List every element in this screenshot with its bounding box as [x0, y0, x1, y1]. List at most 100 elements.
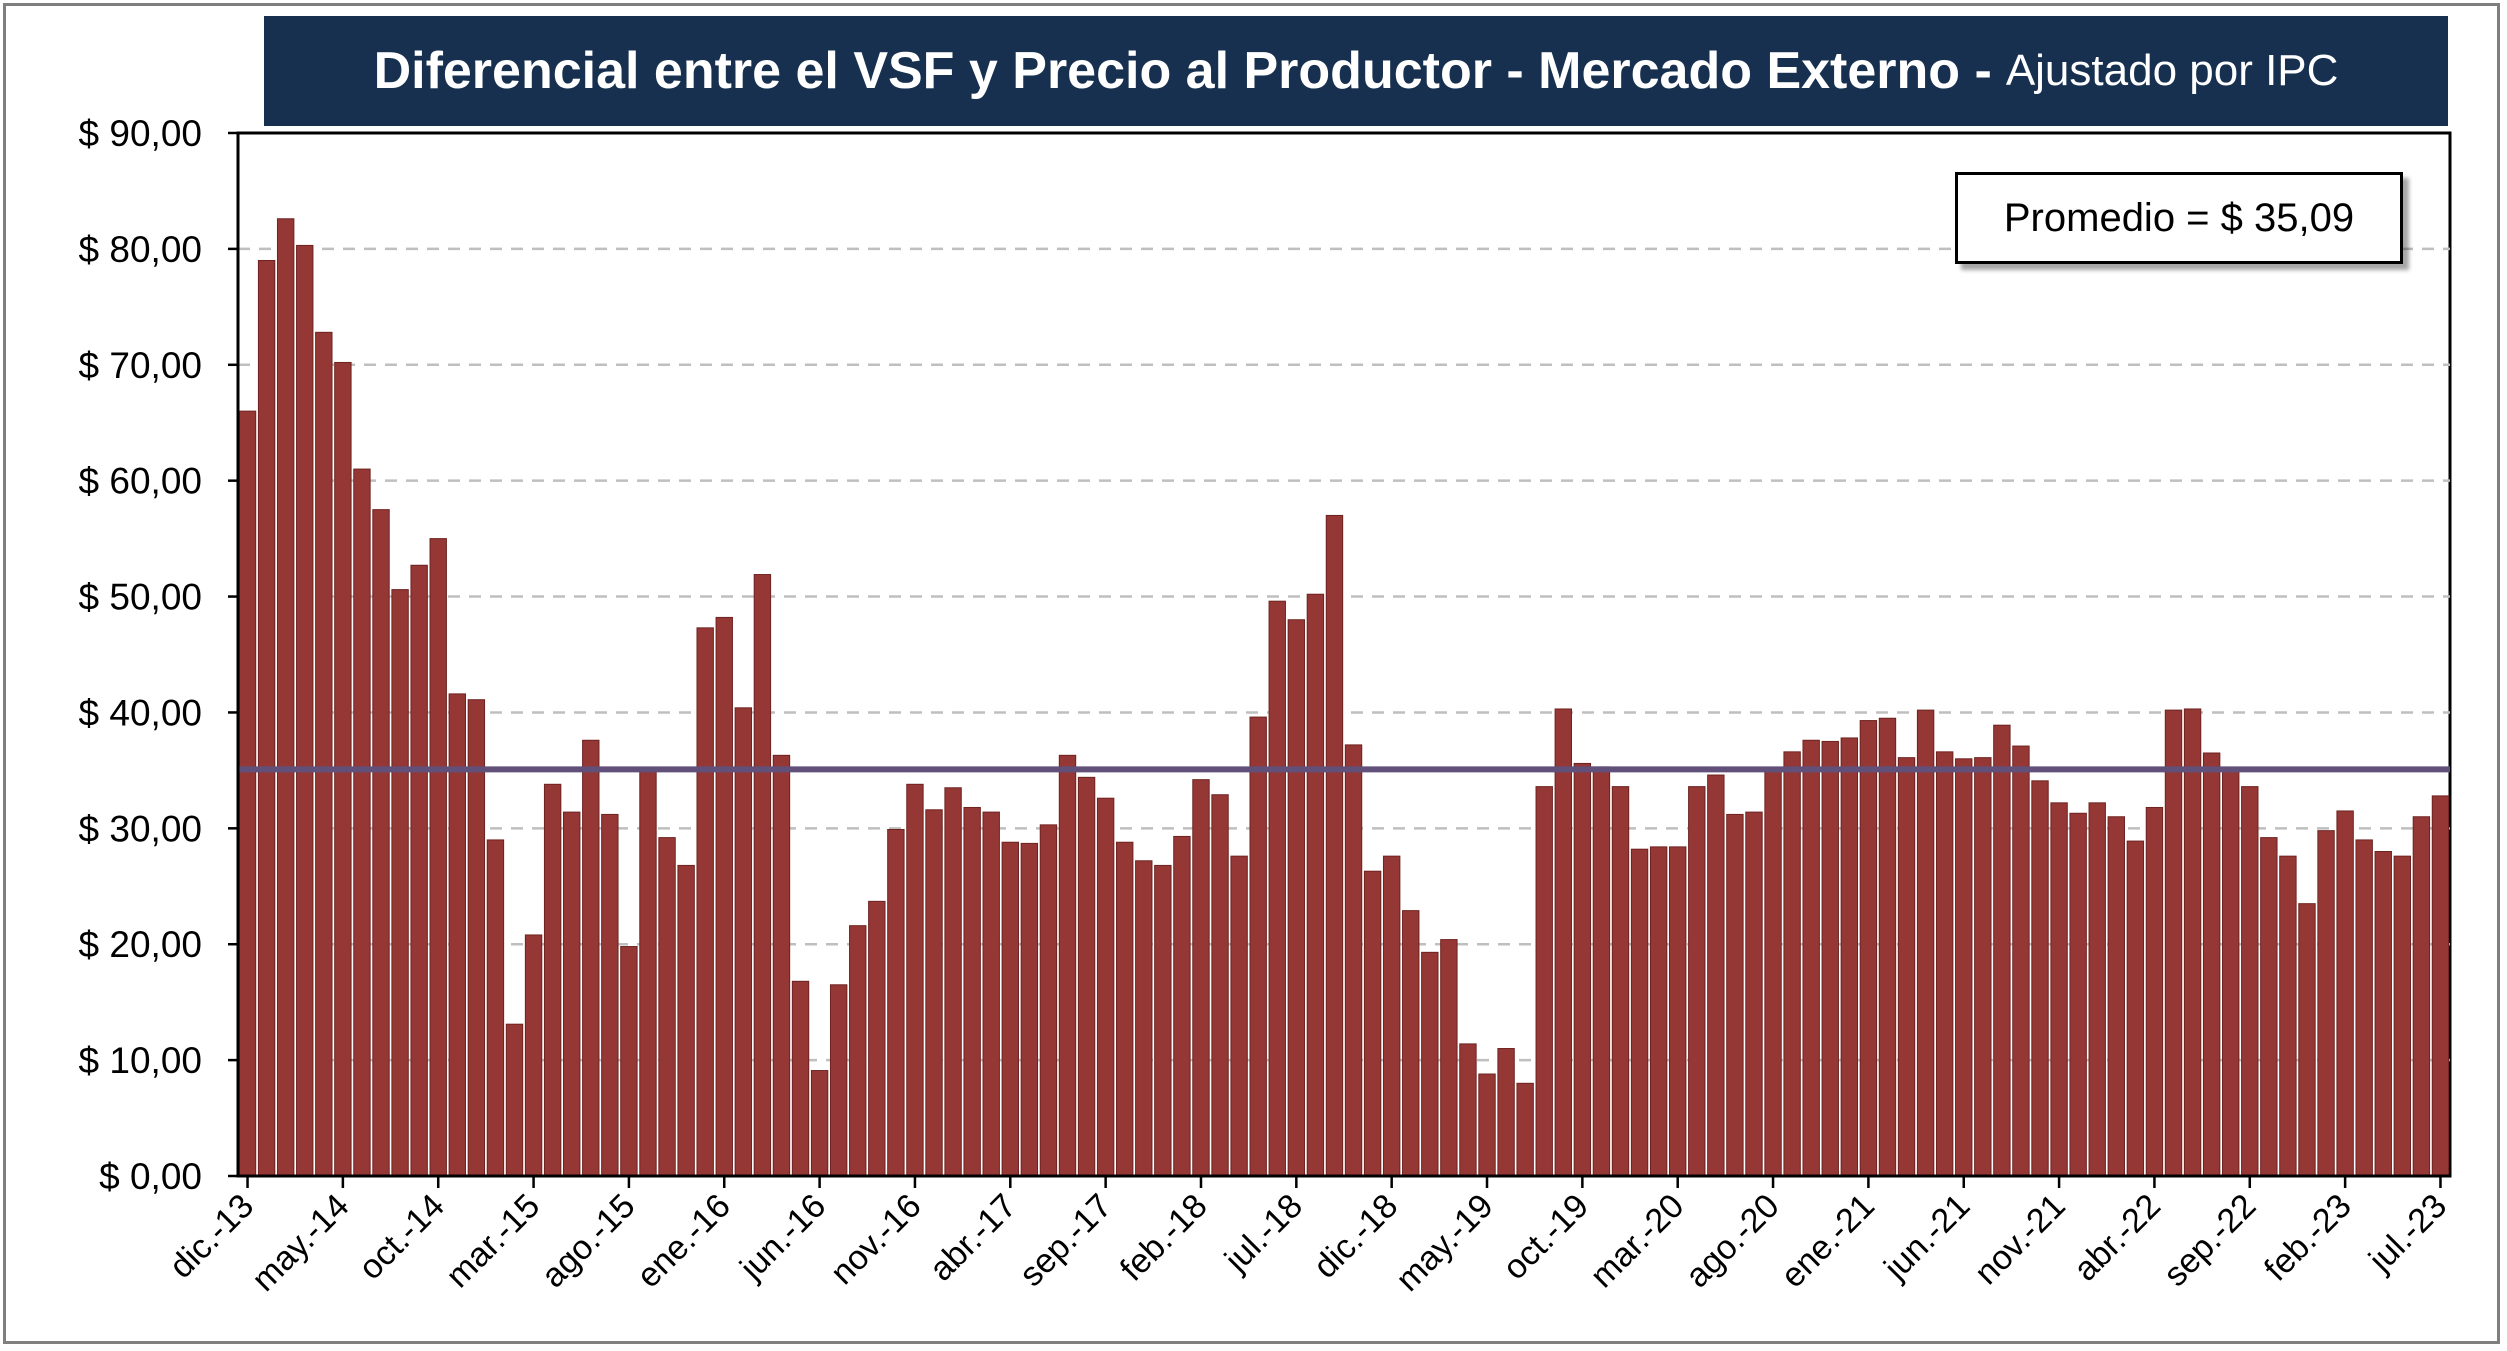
- y-tick-label: $ 70,00: [79, 345, 202, 386]
- bar: [429, 538, 447, 1177]
- bar: [1974, 757, 1992, 1177]
- bar: [276, 218, 295, 1177]
- bar: [849, 925, 867, 1177]
- bar: [2202, 752, 2221, 1177]
- bar: [1249, 716, 1267, 1177]
- bar: [2145, 806, 2164, 1177]
- bar: [296, 244, 314, 1177]
- bar: [2279, 855, 2297, 1177]
- y-tick-label: $ 90,00: [79, 113, 202, 154]
- bar: [2412, 816, 2431, 1177]
- bar: [1630, 848, 1649, 1177]
- bar: [2241, 786, 2259, 1177]
- bar: [2107, 816, 2125, 1177]
- x-tick-label: mar.-20: [1583, 1187, 1691, 1295]
- x-tick-label: jun.-16: [732, 1187, 833, 1288]
- bar: [715, 616, 733, 1177]
- bar: [1116, 841, 1134, 1177]
- x-tick-label: abr.-22: [2066, 1187, 2168, 1289]
- x-tick-label: ago.-20: [1678, 1187, 1786, 1295]
- bar: [1840, 737, 1859, 1177]
- bar: [2298, 903, 2316, 1177]
- bar: [1306, 593, 1325, 1177]
- bar: [1516, 1082, 1534, 1177]
- bar: [1211, 794, 1229, 1177]
- title-banner: Diferencial entre el VSF y Precio al Pro…: [264, 16, 2448, 126]
- bar: [1707, 774, 1725, 1177]
- x-tick-label: jul.-18: [1217, 1187, 1310, 1280]
- bar: [2374, 851, 2392, 1177]
- bar: [315, 331, 333, 1177]
- x-tick-label: ene.-21: [1774, 1187, 1882, 1295]
- bar: [2393, 855, 2412, 1177]
- bar: [1020, 842, 1039, 1177]
- bar: [601, 813, 619, 1177]
- y-tick-label: $ 0,00: [99, 1156, 202, 1197]
- bar: [2317, 830, 2335, 1177]
- y-tick-label: $ 80,00: [79, 229, 202, 270]
- bar: [1192, 779, 1210, 1177]
- bar: [639, 769, 657, 1177]
- bar: [2260, 837, 2278, 1177]
- bar: [1726, 813, 1744, 1177]
- bar: [1669, 846, 1687, 1177]
- x-tick-label: nov.-21: [1967, 1187, 2072, 1292]
- bar: [257, 259, 276, 1177]
- bar: [2088, 802, 2106, 1177]
- bar: [1402, 910, 1420, 1177]
- bar: [734, 707, 753, 1177]
- bar: [1173, 835, 1191, 1177]
- bar: [1554, 708, 1572, 1177]
- x-tick-label: nov.-16: [823, 1187, 928, 1292]
- bar: [563, 811, 581, 1177]
- bar: [1154, 864, 1172, 1177]
- bar: [353, 468, 371, 1177]
- bar: [1382, 855, 1401, 1177]
- x-tick-label: jun.-21: [1876, 1187, 1977, 1288]
- bar: [1592, 766, 1611, 1177]
- x-tick-label: feb.-18: [1113, 1187, 1215, 1289]
- bar: [1039, 824, 1058, 1177]
- y-tick-label: $ 10,00: [79, 1040, 202, 1081]
- x-tick-label: sep.-17: [1012, 1187, 1119, 1294]
- bar: [410, 564, 428, 1177]
- bar: [1916, 709, 1935, 1177]
- bar: [677, 864, 695, 1177]
- x-tick-label: oct.-19: [1496, 1187, 1596, 1287]
- x-tick-label: sep.-22: [2156, 1187, 2263, 1294]
- bar: [1058, 754, 1077, 1177]
- bar: [944, 787, 962, 1177]
- bar: [2222, 767, 2240, 1177]
- bar: [753, 574, 772, 1177]
- bar: [1287, 619, 1306, 1177]
- bar: [620, 946, 638, 1177]
- bar: [2431, 795, 2450, 1177]
- average-label: Promedio = $ 35,09: [2003, 195, 2355, 240]
- bar: [1611, 786, 1630, 1177]
- x-tick-label: ene.-16: [629, 1187, 737, 1295]
- bar: [582, 739, 600, 1177]
- bar: [391, 589, 409, 1177]
- average-label-box: Promedio = $ 35,09: [1955, 172, 2403, 264]
- x-tick-label: jul.-23: [2361, 1187, 2454, 1280]
- bar: [1459, 1043, 1477, 1177]
- bar: [2183, 708, 2202, 1177]
- bar: [696, 627, 714, 1177]
- bar: [1897, 757, 1916, 1177]
- bar: [2355, 839, 2373, 1177]
- x-tick-label: may.-14: [245, 1187, 357, 1299]
- bars: [238, 218, 2450, 1177]
- bar: [1135, 860, 1153, 1177]
- bar: [887, 828, 905, 1177]
- x-tick-label: mar.-15: [439, 1187, 547, 1295]
- bar: [238, 410, 257, 1177]
- bar: [658, 837, 676, 1177]
- bar: [1230, 855, 1248, 1177]
- chart-title: Diferencial entre el VSF y Precio al Pro…: [373, 42, 1992, 100]
- x-tick-label: feb.-23: [2257, 1187, 2359, 1289]
- bar: [2336, 810, 2354, 1177]
- bar: [2050, 802, 2068, 1177]
- bar: [2126, 840, 2145, 1177]
- bar: [505, 1023, 524, 1177]
